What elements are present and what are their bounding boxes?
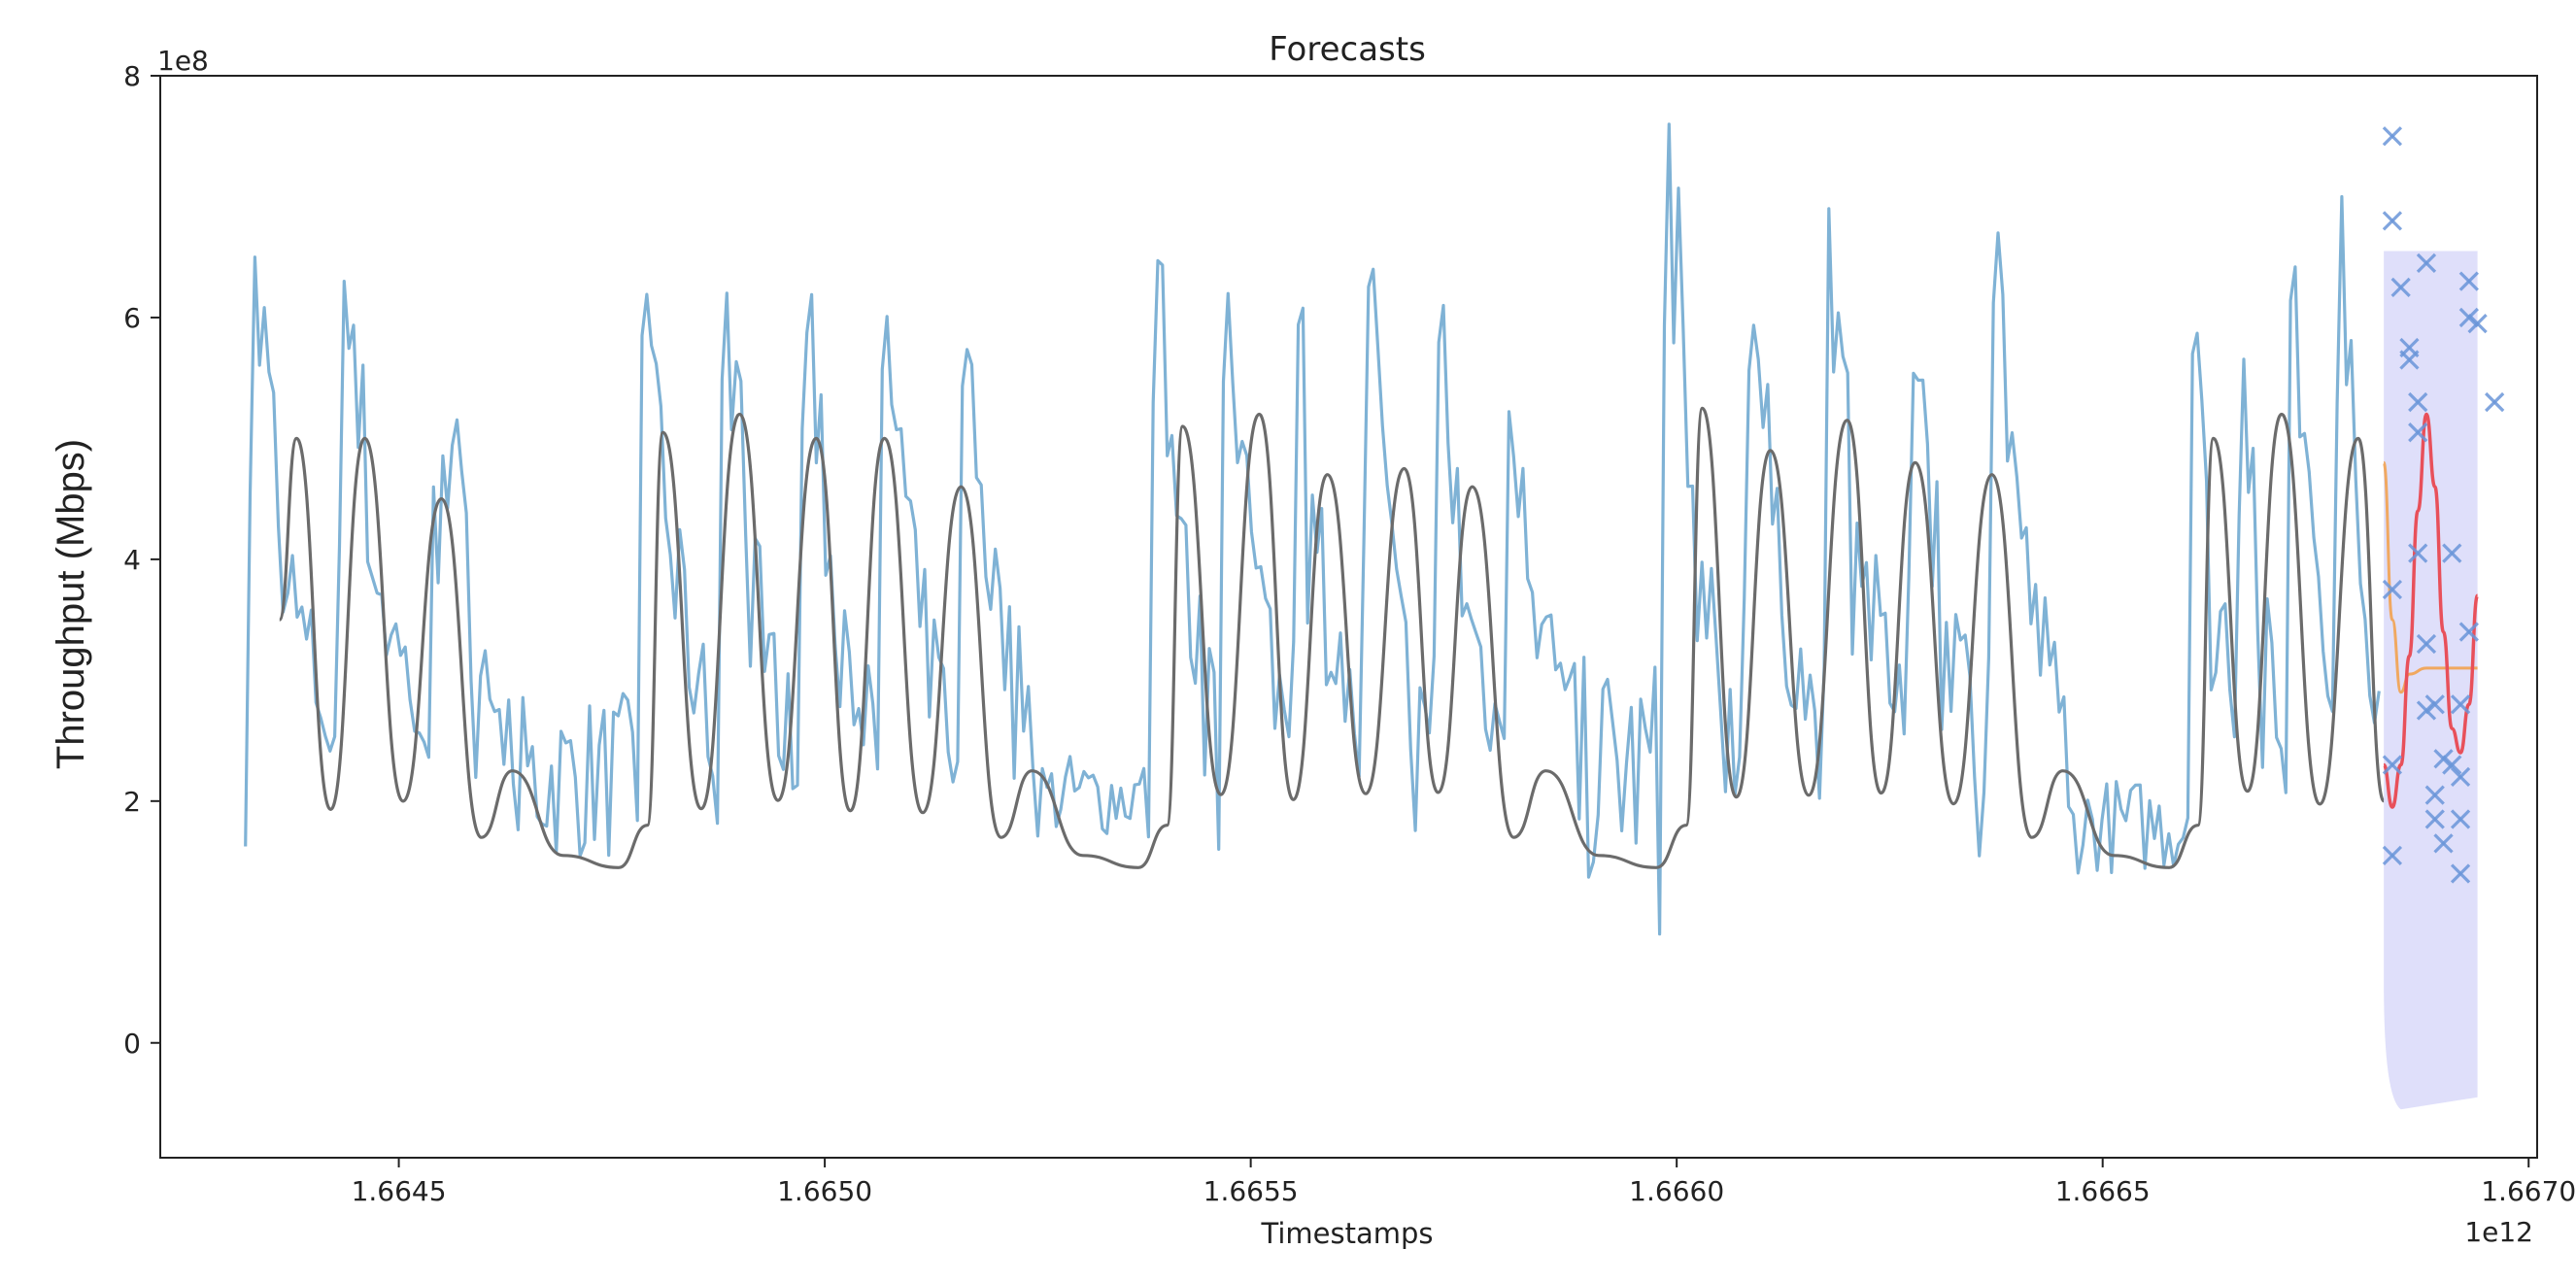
test-point-marker [2458, 622, 2479, 642]
marker-stroke [2382, 845, 2403, 865]
y-tick-label: 6 [123, 302, 141, 334]
y-axis-label: Throughput (Mbps) [50, 439, 92, 769]
x-offset-label: 1e12 [2464, 1216, 2533, 1248]
forecast-line [2382, 412, 2480, 809]
test-point-marker [2408, 543, 2428, 563]
test-point-marker [2408, 422, 2428, 443]
marker-stroke [2416, 253, 2437, 274]
test-point-marker [2467, 314, 2488, 334]
x-tick-label: 1.6670 [2481, 1175, 2576, 1207]
y-tick-label: 2 [123, 786, 141, 818]
test-point-marker [2424, 809, 2445, 829]
test-point-marker [2416, 633, 2437, 655]
plot-frame [159, 75, 2538, 1159]
test-point-marker [2450, 694, 2471, 715]
marker-stroke [2382, 211, 2403, 231]
plot-area [244, 122, 2505, 1110]
x-axis-label: Timestamps [1261, 1217, 1434, 1250]
marker-stroke [2442, 755, 2462, 775]
test-point-marker [2485, 391, 2505, 413]
x-tick-label: 1.6665 [2055, 1175, 2151, 1207]
test-point-marker [2458, 307, 2479, 328]
test-point-marker [2399, 337, 2420, 358]
marker-stroke [2433, 749, 2454, 769]
marker-stroke [2458, 307, 2479, 328]
marker-stroke [2433, 833, 2454, 854]
smoothed-series-line [278, 406, 2386, 869]
x-tick-label: 1.6650 [777, 1175, 872, 1207]
x-tick-label: 1.6645 [352, 1175, 447, 1207]
test-point-marker [2416, 700, 2437, 721]
marker-stroke [2399, 337, 2420, 358]
marker-stroke [2458, 271, 2479, 291]
chart-title: Forecasts [1269, 30, 1426, 69]
marker-stroke [2442, 543, 2462, 563]
marker-stroke [2416, 700, 2437, 721]
test-point-marker [2382, 845, 2403, 865]
test-point-marker [2433, 833, 2454, 854]
marker-stroke [2458, 622, 2479, 642]
marker-stroke [2424, 809, 2445, 829]
test-point-marker [2382, 579, 2403, 600]
test-point-marker [2382, 755, 2403, 775]
x-tick-label: 1.6660 [1629, 1175, 1724, 1207]
marker-stroke [2408, 391, 2428, 413]
test-point-marker [2442, 755, 2462, 775]
marker-stroke [2424, 694, 2445, 715]
y-tick-label: 8 [123, 60, 141, 92]
marker-stroke [2450, 863, 2471, 884]
test-point-marker [2382, 126, 2403, 147]
test-point-marker [2433, 749, 2454, 769]
test-point-marker [2382, 211, 2403, 231]
plot-inner [244, 122, 2505, 1110]
test-point-marker [2416, 253, 2437, 274]
marker-stroke [2408, 543, 2428, 563]
marker-stroke [2450, 766, 2471, 788]
marker-stroke [2450, 694, 2471, 715]
marker-stroke [2408, 422, 2428, 443]
marker-stroke [2390, 277, 2411, 297]
test-point-marker [2408, 391, 2428, 413]
test-point-marker [2458, 271, 2479, 291]
marker-stroke [2382, 579, 2403, 600]
test-point-marker [2424, 694, 2445, 715]
marker-stroke [2467, 314, 2488, 334]
marker-stroke [2424, 785, 2445, 805]
forecast-mean-line [2382, 460, 2478, 694]
marker-stroke [2382, 755, 2403, 775]
forecast-confidence-band [2384, 251, 2478, 1110]
test-point-marker [2442, 543, 2462, 563]
test-point-marker [2450, 809, 2471, 829]
test-point-marker [2390, 277, 2411, 297]
test-point-marker [2424, 785, 2445, 805]
y-tick-label: 4 [123, 544, 141, 576]
observed-series-line [244, 122, 2381, 936]
y-offset-label: 1e8 [157, 45, 209, 77]
y-tick-label: 0 [123, 1028, 141, 1060]
axes: 1.6645 1.6650 1.6655 1.6660 1.6665 1.6670 0 2 4 6… [123, 60, 2576, 1207]
marker-stroke [2485, 391, 2505, 413]
marker-stroke [2382, 126, 2403, 147]
x-tick-label: 1.6655 [1203, 1175, 1299, 1207]
marker-stroke [2450, 809, 2471, 829]
test-point-marker [2450, 863, 2471, 884]
test-point-marker [2450, 766, 2471, 788]
marker-stroke [2416, 633, 2437, 655]
